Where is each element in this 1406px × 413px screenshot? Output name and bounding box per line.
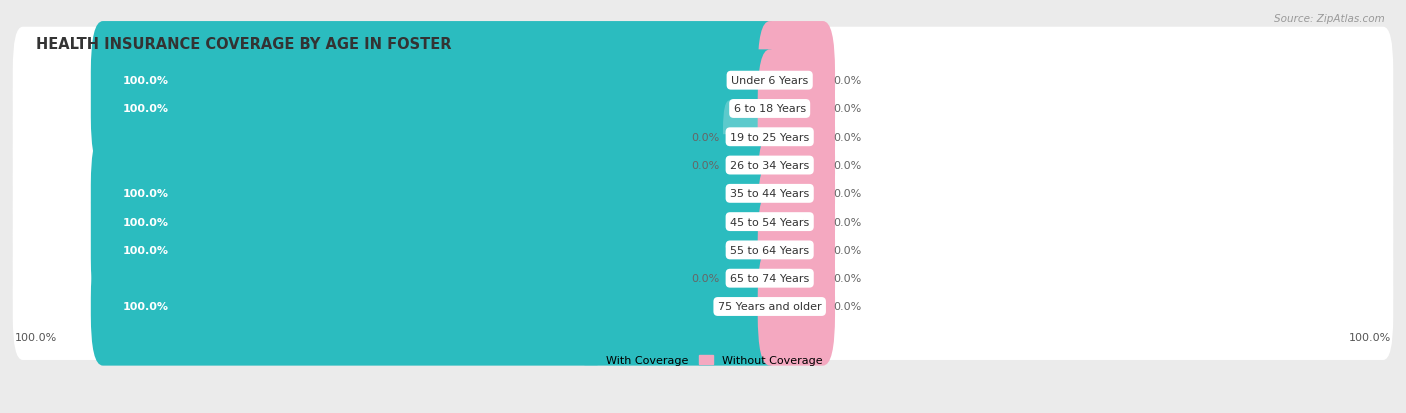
Text: 75 Years and older: 75 Years and older	[718, 302, 821, 312]
FancyBboxPatch shape	[91, 135, 782, 253]
FancyBboxPatch shape	[13, 225, 1393, 332]
FancyBboxPatch shape	[723, 242, 776, 315]
Text: 0.0%: 0.0%	[832, 245, 862, 255]
FancyBboxPatch shape	[723, 101, 776, 174]
Text: 100.0%: 100.0%	[122, 302, 169, 312]
FancyBboxPatch shape	[758, 107, 835, 225]
Text: 35 to 44 Years: 35 to 44 Years	[730, 189, 810, 199]
Text: 65 to 74 Years: 65 to 74 Years	[730, 273, 810, 283]
Legend: With Coverage, Without Coverage: With Coverage, Without Coverage	[583, 355, 823, 365]
FancyBboxPatch shape	[91, 191, 782, 309]
FancyBboxPatch shape	[13, 254, 1393, 360]
Text: 45 to 54 Years: 45 to 54 Years	[730, 217, 810, 227]
Text: 100.0%: 100.0%	[122, 104, 169, 114]
Text: 0.0%: 0.0%	[832, 104, 862, 114]
Text: 100.0%: 100.0%	[122, 189, 169, 199]
FancyBboxPatch shape	[758, 163, 835, 281]
Text: 0.0%: 0.0%	[832, 189, 862, 199]
Text: Under 6 Years: Under 6 Years	[731, 76, 808, 86]
FancyBboxPatch shape	[91, 163, 782, 281]
FancyBboxPatch shape	[758, 22, 835, 140]
Text: 0.0%: 0.0%	[832, 273, 862, 283]
Text: 55 to 64 Years: 55 to 64 Years	[730, 245, 810, 255]
FancyBboxPatch shape	[13, 84, 1393, 191]
Text: 0.0%: 0.0%	[832, 133, 862, 142]
FancyBboxPatch shape	[723, 129, 776, 202]
Text: 100.0%: 100.0%	[122, 76, 169, 86]
FancyBboxPatch shape	[13, 56, 1393, 163]
Text: 0.0%: 0.0%	[832, 302, 862, 312]
FancyBboxPatch shape	[13, 112, 1393, 219]
FancyBboxPatch shape	[13, 169, 1393, 275]
Text: 0.0%: 0.0%	[692, 161, 720, 171]
Text: 0.0%: 0.0%	[692, 133, 720, 142]
Text: HEALTH INSURANCE COVERAGE BY AGE IN FOSTER: HEALTH INSURANCE COVERAGE BY AGE IN FOST…	[37, 37, 451, 52]
FancyBboxPatch shape	[758, 191, 835, 309]
Text: 26 to 34 Years: 26 to 34 Years	[730, 161, 810, 171]
FancyBboxPatch shape	[91, 50, 782, 168]
Text: 0.0%: 0.0%	[692, 273, 720, 283]
Text: 0.0%: 0.0%	[832, 217, 862, 227]
FancyBboxPatch shape	[13, 28, 1393, 134]
Text: 100.0%: 100.0%	[122, 245, 169, 255]
FancyBboxPatch shape	[758, 248, 835, 366]
Text: 6 to 18 Years: 6 to 18 Years	[734, 104, 806, 114]
FancyBboxPatch shape	[758, 220, 835, 337]
FancyBboxPatch shape	[758, 50, 835, 168]
Text: 100.0%: 100.0%	[122, 217, 169, 227]
Text: 19 to 25 Years: 19 to 25 Years	[730, 133, 810, 142]
FancyBboxPatch shape	[13, 197, 1393, 304]
FancyBboxPatch shape	[91, 248, 782, 366]
Text: Source: ZipAtlas.com: Source: ZipAtlas.com	[1274, 14, 1385, 24]
FancyBboxPatch shape	[13, 140, 1393, 247]
FancyBboxPatch shape	[758, 135, 835, 253]
FancyBboxPatch shape	[758, 78, 835, 197]
FancyBboxPatch shape	[91, 22, 782, 140]
Text: 0.0%: 0.0%	[832, 76, 862, 86]
Text: 0.0%: 0.0%	[832, 161, 862, 171]
